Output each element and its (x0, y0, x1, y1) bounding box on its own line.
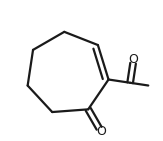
Text: O: O (96, 125, 106, 138)
Text: O: O (129, 53, 139, 66)
